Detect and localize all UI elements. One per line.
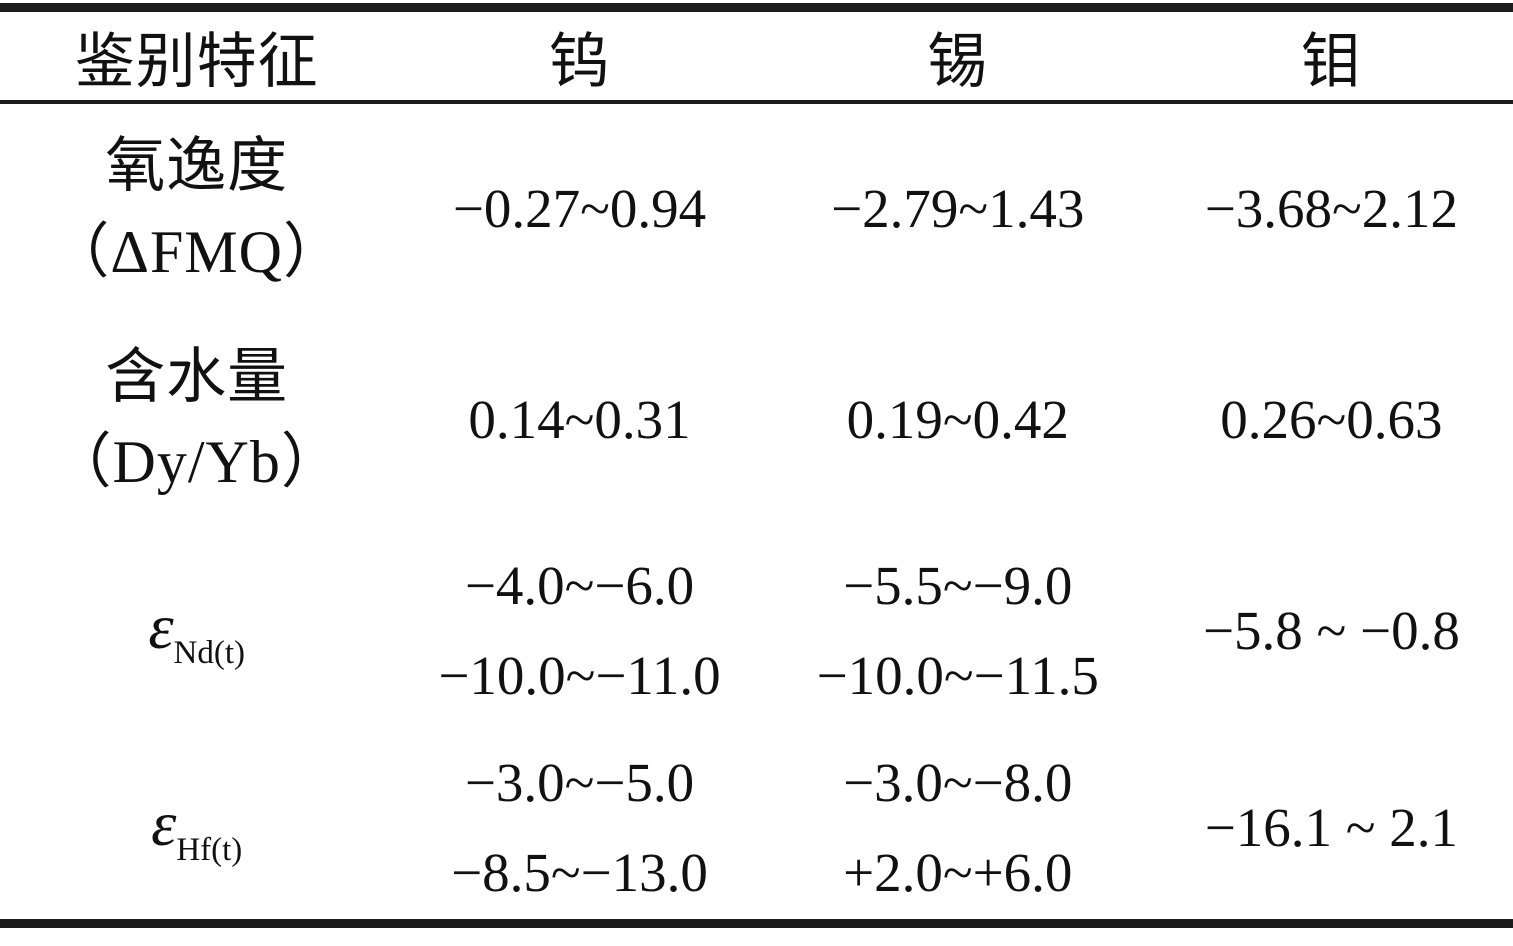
- value-line: −5.8 ~ −0.8: [1203, 599, 1460, 661]
- cell-tungsten-water-content: 0.14~0.31: [393, 315, 765, 525]
- cell-tungsten-oxygen-fugacity: −0.27~0.94: [393, 102, 765, 315]
- cell-molybdenum-water-content: 0.26~0.63: [1150, 315, 1513, 525]
- table-row-water-content: 含水量 （Dy/Yb） 0.14~0.31 0.19~0.42 0.26~0.6…: [0, 315, 1513, 525]
- table-row-oxygen-fugacity: 氧逸度 （ΔFMQ） −0.27~0.94 −2.79~1.43 −3.68~2…: [0, 102, 1513, 315]
- value-line: −3.68~2.12: [1204, 178, 1459, 240]
- value-line: −10.0~−11.5: [816, 645, 1099, 706]
- value-line: 0.26~0.63: [1220, 388, 1443, 450]
- value-line: 0.14~0.31: [468, 388, 691, 450]
- row-label-water-content: 含水量 （Dy/Yb）: [0, 315, 393, 525]
- cell-tungsten-epsilon-nd: −4.0~−6.0 −10.0~−11.0: [393, 525, 765, 737]
- epsilon-symbol: ε: [151, 787, 177, 859]
- value-line: −8.5~−13.0: [451, 841, 708, 903]
- row-label-line: （ΔFMQ）: [49, 218, 344, 285]
- column-header-molybdenum: 钼: [1149, 7, 1513, 104]
- value-line: +2.0~+6.0: [843, 841, 1073, 903]
- value-line: −0.27~0.94: [452, 178, 707, 240]
- value-line: −16.1 ~ 2.1: [1204, 796, 1459, 858]
- value-line: −3.0~−5.0: [464, 751, 695, 813]
- epsilon-subscript: Nd(t): [173, 635, 246, 671]
- table-row-epsilon-nd: εNd(t) −4.0~−6.0 −10.0~−11.0 −5.5~−9.0 −…: [0, 525, 1513, 737]
- row-label-line: 氧逸度: [105, 133, 289, 200]
- cell-tin-epsilon-hf: −3.0~−8.0 +2.0~+6.0: [766, 737, 1150, 923]
- value-line: 0.19~0.42: [846, 388, 1069, 450]
- row-label-epsilon-nd: εNd(t): [0, 525, 393, 737]
- value-line: −10.0~−11.0: [438, 645, 721, 706]
- row-label-oxygen-fugacity: 氧逸度 （ΔFMQ）: [0, 102, 393, 315]
- column-header-tungsten: 钨: [393, 7, 766, 104]
- cell-tin-epsilon-nd: −5.5~−9.0 −10.0~−11.5: [766, 525, 1150, 737]
- cell-molybdenum-epsilon-hf: −16.1 ~ 2.1: [1150, 737, 1513, 923]
- cell-tungsten-epsilon-hf: −3.0~−5.0 −8.5~−13.0: [393, 737, 765, 923]
- cell-molybdenum-oxygen-fugacity: −3.68~2.12: [1150, 102, 1513, 315]
- column-header-feature: 鉴别特征: [0, 7, 394, 104]
- mineral-discrimination-table: 鉴别特征 钨 锡 钼 氧逸度 （ΔFMQ） −0.27~0.94 −2.79~1…: [0, 3, 1513, 928]
- cell-molybdenum-epsilon-nd: −5.8 ~ −0.8: [1150, 525, 1513, 737]
- row-label-line: 含水量: [105, 343, 289, 410]
- table-row-epsilon-hf: εHf(t) −3.0~−5.0 −8.5~−13.0 −3.0~−8.0 +2…: [0, 737, 1513, 923]
- epsilon-subscript: Hf(t): [176, 831, 243, 868]
- value-line: −4.0~−6.0: [464, 554, 695, 616]
- row-label-line: （Dy/Yb）: [51, 429, 342, 495]
- header-row: 鉴别特征 钨 锡 钼: [0, 7, 1513, 104]
- value-line: −5.5~−9.0: [843, 554, 1073, 616]
- value-line: −2.79~1.43: [831, 178, 1085, 240]
- value-line: −3.0~−8.0: [843, 751, 1073, 813]
- epsilon-symbol: ε: [148, 591, 174, 662]
- cell-tin-water-content: 0.19~0.42: [766, 315, 1150, 525]
- row-label-epsilon-hf: εHf(t): [0, 737, 393, 923]
- cell-tin-oxygen-fugacity: −2.79~1.43: [766, 102, 1150, 315]
- column-header-tin: 锡: [765, 7, 1150, 104]
